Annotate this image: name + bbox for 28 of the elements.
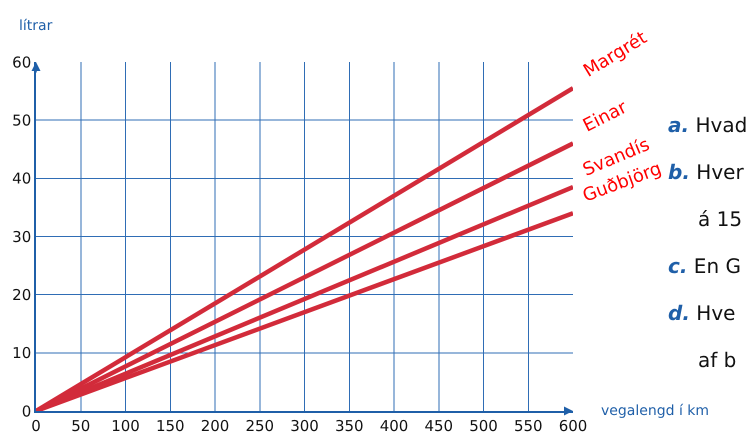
- x-tick-label: 200: [200, 416, 230, 435]
- text: a. Hvad: [668, 113, 748, 137]
- y-tick-label: 20: [12, 286, 32, 304]
- y-tick-label: 50: [12, 111, 32, 130]
- text: á 15: [698, 207, 742, 231]
- x-tick-label: 600: [558, 416, 588, 435]
- x-axis-title: vegalengd í km: [601, 403, 710, 419]
- x-tick-label: 50: [71, 416, 90, 435]
- y-tick-label: 0: [22, 402, 32, 420]
- y-axis-title: lítrar: [19, 18, 53, 34]
- x-tick-label: 450: [424, 416, 454, 435]
- y-tick-label: 10: [12, 344, 32, 362]
- y-tick-label: 30: [12, 228, 32, 246]
- y-tick-label: 60: [12, 53, 32, 72]
- x-tick-label: 150: [156, 416, 185, 435]
- text: c. En G: [668, 254, 741, 278]
- x-tick-label: 250: [245, 416, 274, 435]
- y-tick-label: 40: [12, 170, 32, 188]
- x-tick-label: 550: [514, 416, 543, 435]
- x-tick-label: 350: [334, 416, 364, 435]
- x-tick-label: 400: [380, 416, 408, 435]
- text: af b: [698, 348, 736, 372]
- text: d. Hve: [668, 301, 736, 325]
- x-tick-label: 300: [290, 416, 319, 435]
- x-tick-label: 500: [469, 416, 498, 435]
- x-tick-label: 100: [111, 416, 140, 435]
- text: Einar: [580, 96, 631, 136]
- text: b. Hver: [668, 160, 744, 184]
